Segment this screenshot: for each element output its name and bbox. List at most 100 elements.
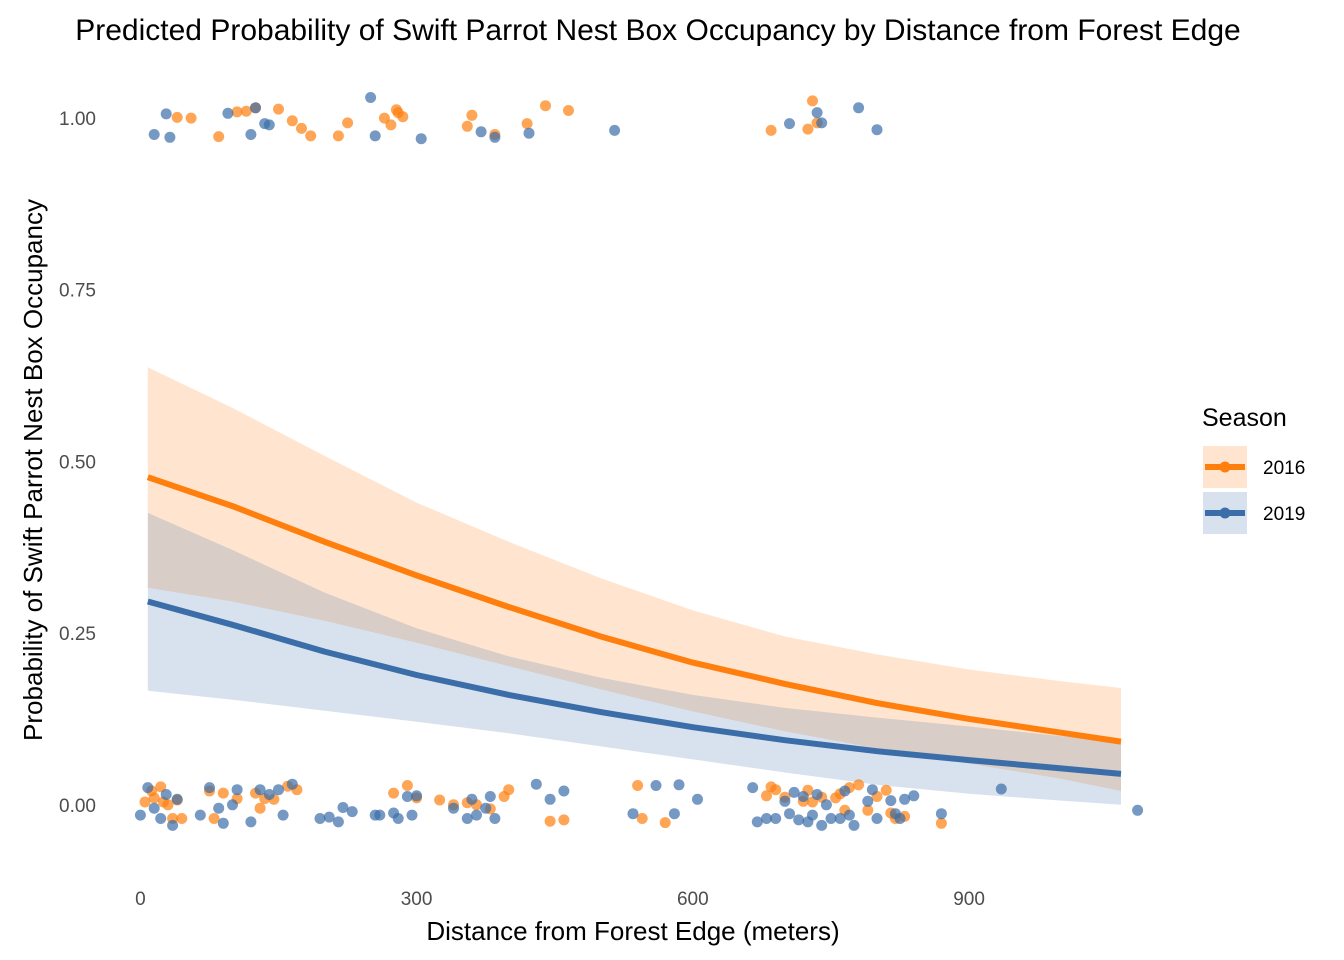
data-point-2019 xyxy=(164,131,176,143)
data-point-2019 xyxy=(489,813,501,824)
data-point-2016 xyxy=(862,804,874,816)
y-tick-label: 1.00 xyxy=(59,109,96,130)
data-point-2016 xyxy=(213,131,225,143)
data-point-2016 xyxy=(802,123,814,135)
data-point-2016 xyxy=(632,780,644,791)
data-point-2019 xyxy=(365,92,377,103)
y-tick-label: 0.25 xyxy=(59,624,96,645)
data-point-2019 xyxy=(871,124,883,136)
data-point-2019 xyxy=(406,809,418,821)
data-point-2019 xyxy=(650,780,662,791)
data-point-2019 xyxy=(204,782,215,794)
data-point-2019 xyxy=(885,795,897,807)
x-tick-label: 300 xyxy=(401,889,433,910)
fit-line-2016 xyxy=(146,474,1122,745)
data-point-2016 xyxy=(231,106,243,118)
data-point-2019 xyxy=(231,784,243,796)
data-point-2016 xyxy=(461,120,473,132)
data-point-2016 xyxy=(401,780,413,791)
data-point-2019 xyxy=(332,816,344,828)
data-point-2019 xyxy=(834,813,846,824)
data-point-2019 xyxy=(995,783,1007,795)
data-point-2016 xyxy=(503,784,515,796)
data-point-2019 xyxy=(222,107,234,119)
data-point-2016 xyxy=(659,817,671,829)
data-point-2019 xyxy=(747,782,759,794)
data-point-2019 xyxy=(217,817,229,829)
data-point-2019 xyxy=(374,809,386,821)
data-point-2019 xyxy=(523,127,535,139)
data-point-2019 xyxy=(751,816,763,828)
data-point-2016 xyxy=(880,784,892,796)
data-point-2019 xyxy=(461,813,473,824)
data-point-2019 xyxy=(843,809,855,821)
data-point-2016 xyxy=(521,118,533,130)
data-point-2019 xyxy=(668,808,680,820)
data-point-2016 xyxy=(378,112,390,124)
y-tick-label: 0.50 xyxy=(59,452,96,473)
data-point-2019 xyxy=(797,791,809,802)
data-point-2019 xyxy=(369,130,381,142)
data-point-2016 xyxy=(155,781,167,793)
data-point-2016 xyxy=(176,813,188,824)
fit-line-2019 xyxy=(147,598,1122,777)
legend-title: Season xyxy=(1202,404,1287,432)
data-point-2019 xyxy=(323,811,335,823)
data-point-2019 xyxy=(134,809,146,821)
chart-title: Predicted Probability of Swift Parrot Ne… xyxy=(75,14,1241,47)
data-point-2019 xyxy=(392,813,404,824)
data-point-2019 xyxy=(245,816,257,828)
data-point-2019 xyxy=(820,799,832,811)
data-point-2019 xyxy=(530,778,542,790)
data-point-2019 xyxy=(793,814,805,826)
data-point-2019 xyxy=(558,785,570,797)
data-point-2019 xyxy=(761,813,772,824)
data-point-2019 xyxy=(853,102,865,114)
data-point-2019 xyxy=(866,784,878,796)
data-point-2016 xyxy=(935,817,947,829)
data-points xyxy=(134,92,1144,831)
data-point-2016 xyxy=(807,95,818,107)
data-point-2019 xyxy=(894,813,906,824)
data-point-2019 xyxy=(908,790,920,802)
legend-key-point xyxy=(1219,507,1231,519)
data-point-2019 xyxy=(227,799,238,811)
data-point-2019 xyxy=(788,786,800,798)
data-point-2016 xyxy=(540,100,551,112)
legend-label: 2016 xyxy=(1263,458,1305,479)
ci-band-2016 xyxy=(147,367,1122,791)
legend: Season 2016 2019 xyxy=(1202,404,1305,534)
data-point-2016 xyxy=(434,794,446,806)
data-point-2019 xyxy=(148,802,160,814)
data-point-2019 xyxy=(807,809,818,821)
data-point-2019 xyxy=(213,802,225,814)
data-point-2019 xyxy=(155,813,167,824)
confidence-bands xyxy=(147,367,1122,805)
x-axis-tick-labels: 0 300 600 900 xyxy=(135,889,985,910)
data-point-2019 xyxy=(263,119,275,131)
data-point-2019 xyxy=(816,819,828,831)
data-point-2019 xyxy=(609,124,621,136)
data-point-2019 xyxy=(811,789,823,800)
data-point-2016 xyxy=(397,111,409,123)
data-point-2019 xyxy=(673,779,685,791)
data-point-2016 xyxy=(761,790,772,802)
data-point-2016 xyxy=(148,792,160,804)
data-point-2016 xyxy=(853,779,865,791)
data-point-2019 xyxy=(277,809,289,821)
data-point-2016 xyxy=(765,124,777,136)
data-point-2019 xyxy=(194,809,206,821)
data-point-2019 xyxy=(811,107,823,119)
x-tick-label: 0 xyxy=(135,889,146,910)
data-point-2016 xyxy=(636,813,648,824)
y-tick-label: 0.00 xyxy=(59,796,96,817)
data-point-2019 xyxy=(784,118,795,130)
data-point-2019 xyxy=(160,789,172,800)
data-point-2016 xyxy=(466,109,478,121)
legend-items: 2016 2019 xyxy=(1203,446,1305,534)
data-point-2019 xyxy=(779,795,791,807)
y-axis-title: Probability of Swift Parrot Nest Box Occ… xyxy=(18,199,48,741)
y-tick-label: 0.75 xyxy=(59,281,96,302)
data-point-2016 xyxy=(185,112,197,124)
